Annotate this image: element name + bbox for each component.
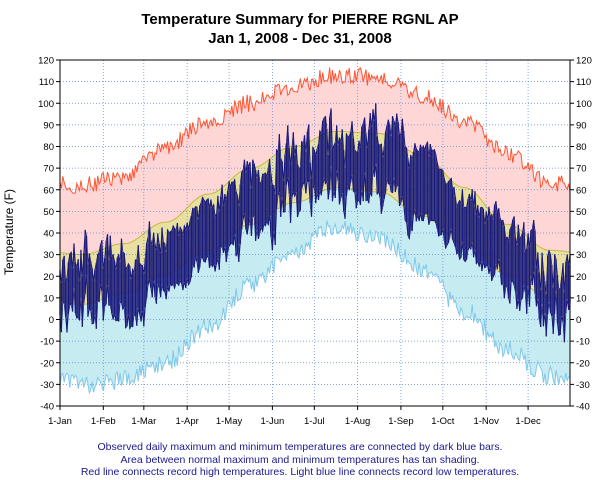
x-tick-label: 1-Jun — [261, 416, 285, 427]
y-tick-label-right: 30 — [576, 250, 587, 261]
y-tick-label-left: -30 — [40, 380, 54, 391]
y-tick-label-right: 20 — [576, 272, 587, 283]
chart-subtitle: Jan 1, 2008 - Dec 31, 2008 — [208, 30, 392, 47]
y-tick-label-right: 10 — [576, 293, 587, 304]
y-tick-label-right: -30 — [576, 380, 590, 391]
y-tick-label-left: 120 — [38, 56, 54, 67]
x-tick-label: 1-Oct — [431, 416, 455, 427]
y-tick-label-left: 30 — [43, 250, 54, 261]
caption-line-1: Observed daily maximum and minimum tempe… — [97, 441, 503, 453]
y-tick-label-right: 100 — [576, 99, 592, 110]
y-tick-label-left: 90 — [43, 120, 54, 131]
y-tick-label-right: -20 — [576, 358, 590, 369]
x-tick-label: 1-Nov — [473, 416, 499, 427]
chart-title: Temperature Summary for PIERRE RGNL AP — [141, 11, 459, 28]
y-tick-label-right: 40 — [576, 229, 587, 240]
record-high-line — [59, 67, 571, 194]
y-tick-label-left: 70 — [43, 164, 54, 175]
y-tick-label-left: 40 — [43, 229, 54, 240]
y-tick-label-left: -20 — [40, 358, 54, 369]
y-tick-label-right: -40 — [576, 402, 590, 413]
caption-line-2: Area between normal maximum and minimum … — [120, 454, 480, 466]
temperature-chart: -40 -40 -30 -30 -20 -20 -10 -10 0 0 10 10 20 20 30 30 40… — [38, 56, 592, 428]
x-tick-label: 1-Dec — [515, 416, 541, 427]
y-tick-label-right: 90 — [576, 120, 587, 131]
y-tick-label-left: 100 — [38, 99, 54, 110]
y-tick-label-right: 70 — [576, 164, 587, 175]
record-low-line — [59, 220, 571, 395]
observed-low-line — [59, 163, 571, 343]
y-tick-label-left: -40 — [40, 402, 54, 413]
y-tick-label-left: 80 — [43, 142, 54, 153]
observed-high-line — [59, 103, 571, 294]
y-tick-label-left: 60 — [43, 185, 54, 196]
x-tick-label: 1-Sep — [388, 416, 413, 427]
y-tick-label-left: 50 — [43, 207, 54, 218]
x-tick-label: 1-Jul — [304, 416, 325, 427]
y-tick-label-left: -10 — [40, 337, 54, 348]
x-tick-label: 1-May — [216, 416, 243, 427]
y-tick-label-left: 110 — [39, 77, 54, 88]
y-tick-label-right: 80 — [576, 142, 587, 153]
x-tick-label: 1-Feb — [91, 416, 116, 427]
y-tick-label-left: 0 — [49, 315, 54, 326]
y-tick-label-right: 110 — [576, 77, 591, 88]
y-tick-label-right: 50 — [576, 207, 587, 218]
x-tick-label: 1-Aug — [345, 416, 370, 427]
x-tick-label: 1-Apr — [176, 416, 199, 427]
caption-line-3: Red line connects record high temperatur… — [80, 466, 520, 478]
x-tick-label: 1-Jan — [48, 416, 72, 427]
y-tick-label-right: 60 — [576, 185, 587, 196]
y-tick-label-right: -10 — [576, 337, 590, 348]
x-tick-label: 1-Mar — [131, 416, 156, 427]
normal-high-line — [59, 130, 571, 256]
y-tick-label-right: 120 — [576, 56, 592, 67]
y-tick-label-right: 0 — [576, 315, 581, 326]
y-tick-label-left: 10 — [43, 293, 54, 304]
y-tick-label-left: 20 — [43, 272, 54, 283]
